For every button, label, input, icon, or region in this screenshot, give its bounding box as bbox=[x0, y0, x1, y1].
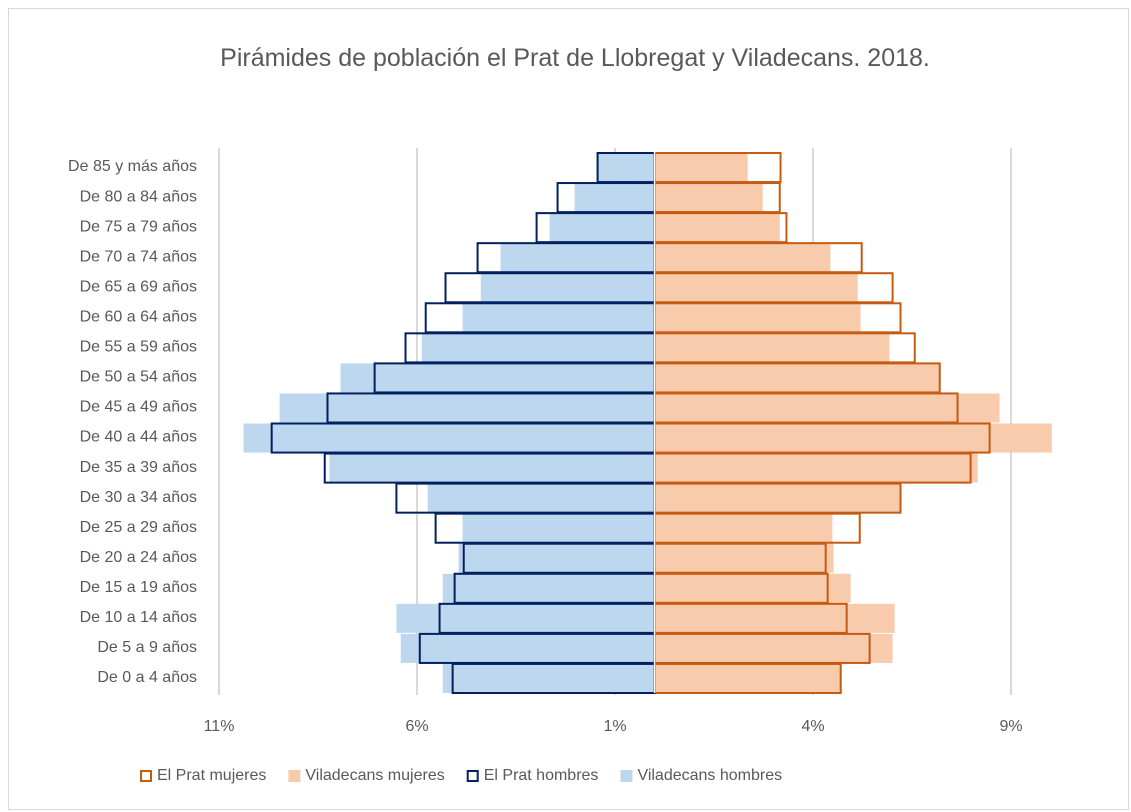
bar bbox=[243, 423, 655, 453]
bar bbox=[329, 453, 655, 483]
bar bbox=[500, 243, 655, 273]
y-tick-label: De 45 a 49 años bbox=[80, 399, 197, 416]
bar bbox=[654, 333, 890, 363]
bar bbox=[597, 153, 655, 183]
y-tick-label: De 0 a 4 años bbox=[97, 669, 197, 686]
bar bbox=[654, 603, 895, 633]
bar bbox=[654, 423, 1052, 453]
y-tick-label: De 20 a 24 años bbox=[80, 549, 197, 566]
bar bbox=[654, 573, 851, 603]
legend-label: Viladecans hombres bbox=[637, 767, 782, 784]
bar bbox=[442, 573, 655, 603]
y-tick-label: De 15 a 19 años bbox=[80, 579, 197, 596]
y-tick-label: De 35 a 39 años bbox=[80, 459, 197, 476]
bar bbox=[462, 513, 655, 543]
y-tick-label: De 85 y más años bbox=[68, 158, 197, 175]
bar bbox=[574, 183, 655, 213]
bar bbox=[654, 663, 841, 693]
legend-marker bbox=[620, 770, 633, 782]
x-tick-label: 9% bbox=[999, 718, 1022, 735]
bar bbox=[279, 393, 655, 423]
bar bbox=[654, 243, 831, 273]
bar bbox=[462, 303, 655, 333]
bar bbox=[654, 453, 978, 483]
x-tick-label: 1% bbox=[603, 718, 626, 735]
y-tick-label: De 60 a 64 años bbox=[80, 309, 197, 326]
bar bbox=[458, 543, 655, 573]
bar bbox=[421, 333, 655, 363]
legend-label: El Prat hombres bbox=[484, 767, 599, 784]
legend-label: El Prat mujeres bbox=[157, 767, 266, 784]
x-tick-label: 11% bbox=[204, 718, 235, 735]
bar bbox=[654, 513, 833, 543]
x-tick-label: 4% bbox=[801, 718, 824, 735]
y-tick-label: De 70 a 74 años bbox=[80, 248, 197, 265]
y-tick-label: De 80 a 84 años bbox=[80, 188, 197, 205]
bar bbox=[654, 393, 1000, 423]
bar bbox=[654, 183, 763, 213]
bar bbox=[427, 483, 655, 513]
y-tick-label: De 50 a 54 años bbox=[80, 369, 197, 386]
y-tick-label: De 55 a 59 años bbox=[80, 339, 197, 356]
legend-marker bbox=[140, 770, 152, 782]
y-tick-label: De 25 a 29 años bbox=[80, 519, 197, 536]
bar bbox=[654, 633, 893, 663]
bar bbox=[396, 603, 655, 633]
bar bbox=[654, 543, 834, 573]
bar bbox=[654, 273, 858, 303]
legend-marker bbox=[466, 770, 479, 782]
legend-marker bbox=[288, 770, 301, 782]
bar bbox=[654, 303, 861, 333]
bar bbox=[340, 363, 655, 393]
bar bbox=[654, 363, 940, 393]
legend-label: Viladecans mujeres bbox=[305, 767, 444, 784]
bar bbox=[654, 213, 780, 243]
bar bbox=[549, 213, 655, 243]
bar bbox=[400, 633, 655, 663]
y-tick-label: De 5 a 9 años bbox=[97, 639, 197, 656]
bar bbox=[654, 153, 748, 183]
chart-area bbox=[8, 8, 1129, 810]
bar bbox=[654, 483, 901, 513]
y-tick-label: De 40 a 44 años bbox=[80, 429, 197, 446]
chart-title: Pirámides de población el Prat de Llobre… bbox=[220, 44, 930, 72]
y-tick-label: De 30 a 34 años bbox=[80, 489, 197, 506]
x-tick-label: 6% bbox=[405, 718, 428, 735]
y-tick-label: De 10 a 14 años bbox=[80, 609, 197, 626]
y-tick-label: De 65 a 69 años bbox=[80, 278, 197, 295]
bar bbox=[442, 663, 655, 693]
y-tick-label: De 75 a 79 años bbox=[80, 218, 197, 235]
bar bbox=[480, 273, 655, 303]
